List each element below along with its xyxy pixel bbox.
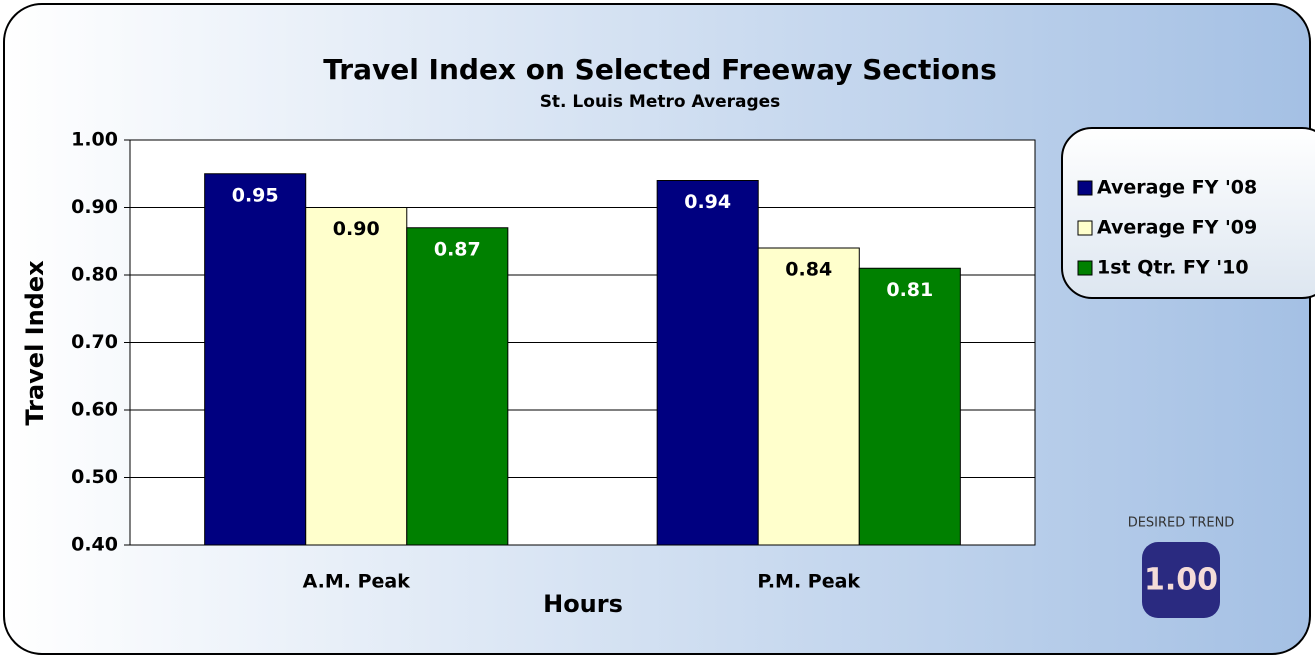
legend-swatch bbox=[1077, 180, 1093, 196]
annotation-value: 1.00 bbox=[1144, 563, 1218, 598]
bar bbox=[656, 180, 759, 546]
chart-subtitle: St. Louis Metro Averages bbox=[540, 92, 781, 112]
value-label: 0.90 bbox=[333, 218, 380, 240]
y-tick-label: 0.80 bbox=[71, 264, 118, 286]
value-label: 0.81 bbox=[886, 279, 933, 301]
legend-label: Average FY '09 bbox=[1097, 217, 1257, 239]
legend-label: Average FY '08 bbox=[1097, 177, 1257, 199]
value-label: 0.94 bbox=[684, 191, 731, 213]
bar bbox=[305, 207, 408, 546]
bar bbox=[757, 247, 860, 546]
legend-box bbox=[1061, 127, 1315, 299]
legend-label: 1st Qtr. FY '10 bbox=[1097, 257, 1249, 279]
value-label: 0.84 bbox=[785, 259, 832, 281]
x-tick-label: P.M. Peak bbox=[757, 571, 860, 593]
bar bbox=[204, 173, 307, 546]
y-tick-label: 0.70 bbox=[71, 331, 118, 353]
y-tick-label: 0.90 bbox=[71, 196, 118, 218]
value-label: 0.95 bbox=[232, 184, 279, 206]
y-axis-label: Travel Index bbox=[21, 260, 49, 426]
bar bbox=[858, 267, 961, 546]
x-axis-label: Hours bbox=[543, 590, 623, 618]
y-tick-label: 0.60 bbox=[71, 399, 118, 421]
bar bbox=[406, 227, 509, 546]
y-tick-label: 0.40 bbox=[71, 534, 118, 556]
annotation-badge bbox=[1142, 542, 1220, 618]
y-tick-label: 1.00 bbox=[71, 129, 118, 151]
annotation-caption: DESIRED TREND bbox=[1128, 516, 1235, 531]
legend-swatch bbox=[1077, 260, 1093, 276]
value-label: 0.87 bbox=[434, 238, 481, 260]
chart-title: Travel Index on Selected Freeway Section… bbox=[323, 53, 997, 86]
y-tick-label: 0.50 bbox=[71, 466, 118, 488]
x-tick-label: A.M. Peak bbox=[303, 571, 411, 593]
legend-swatch bbox=[1077, 220, 1093, 236]
